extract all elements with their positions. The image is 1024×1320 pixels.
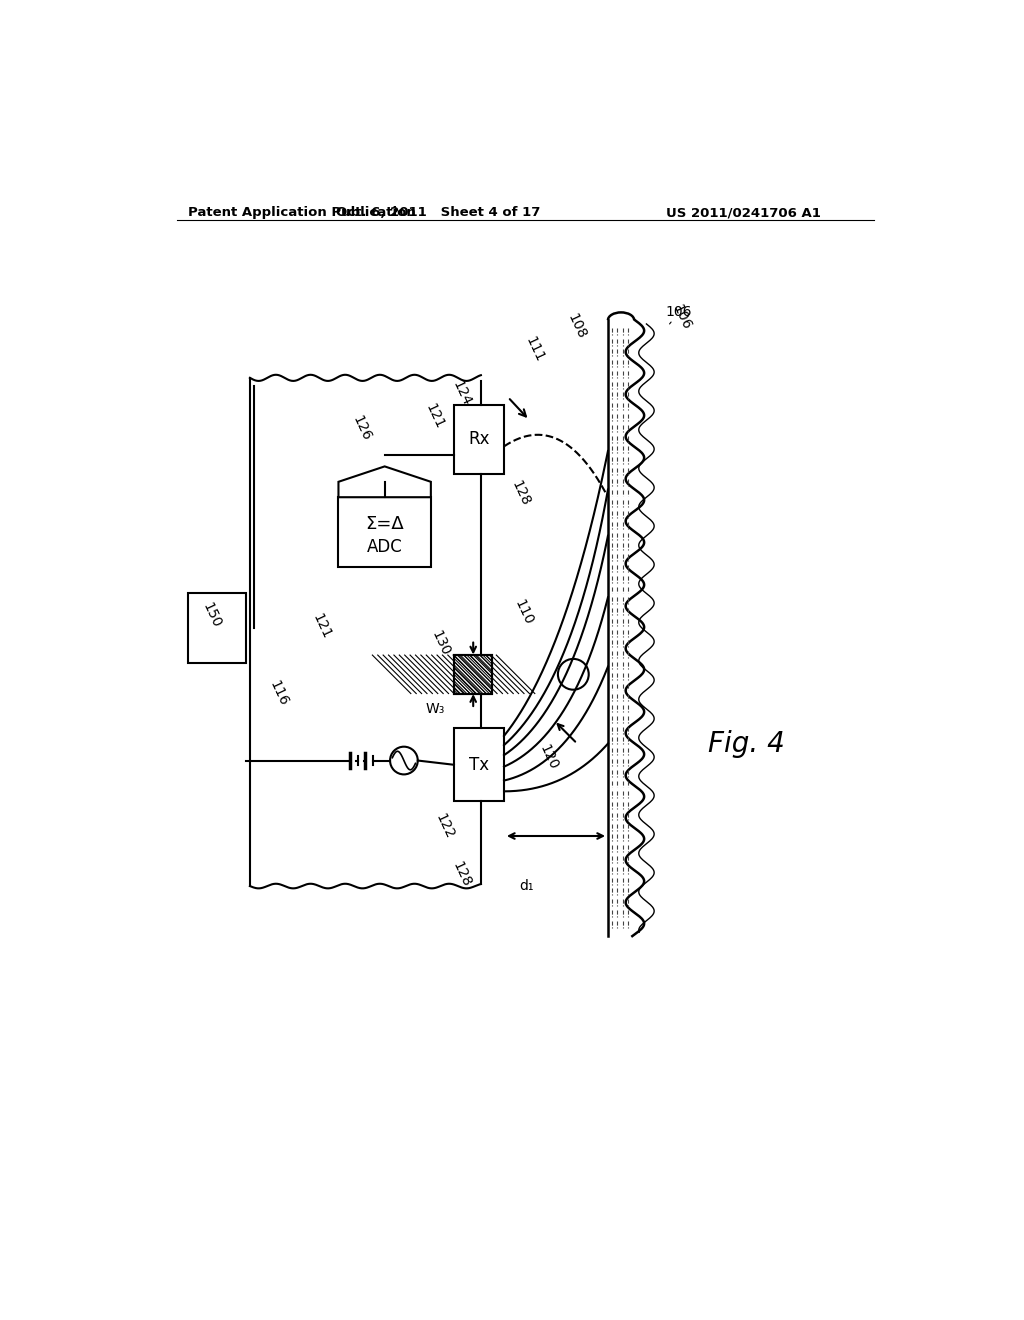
Text: 106: 106: [670, 302, 694, 333]
Bar: [188, 594, 246, 663]
Text: Oct. 6, 2011   Sheet 4 of 17: Oct. 6, 2011 Sheet 4 of 17: [336, 206, 541, 219]
Text: 106: 106: [666, 305, 692, 323]
Text: Rx: Rx: [468, 430, 489, 449]
Text: 111: 111: [523, 334, 547, 364]
Text: 128: 128: [509, 478, 532, 508]
Text: 110: 110: [511, 598, 536, 628]
Text: 150: 150: [200, 601, 223, 630]
Text: Fig. 4: Fig. 4: [709, 730, 785, 758]
Polygon shape: [339, 466, 431, 498]
Bar: [454, 405, 504, 474]
Bar: [454, 655, 493, 693]
Text: 121: 121: [309, 611, 334, 642]
Text: 130: 130: [429, 628, 453, 659]
Text: d₁: d₁: [519, 879, 534, 894]
Text: 126: 126: [349, 413, 374, 444]
Text: Tx: Tx: [469, 756, 489, 774]
Bar: [454, 729, 504, 801]
Text: 121: 121: [423, 401, 446, 432]
Text: 120: 120: [537, 743, 560, 772]
Text: US 2011/0241706 A1: US 2011/0241706 A1: [666, 206, 820, 219]
Text: Patent Application Publication: Patent Application Publication: [188, 206, 416, 219]
Text: 122: 122: [433, 812, 457, 842]
Text: ADC: ADC: [367, 539, 402, 556]
Bar: [454, 655, 493, 693]
Bar: [339, 498, 431, 566]
Text: Σ=Δ: Σ=Δ: [366, 515, 404, 533]
Text: 116: 116: [266, 678, 291, 709]
Text: 128: 128: [450, 859, 474, 890]
Text: 124: 124: [450, 379, 473, 408]
Text: 108: 108: [565, 312, 589, 342]
Circle shape: [390, 747, 418, 775]
Circle shape: [558, 659, 589, 689]
Text: W₃: W₃: [425, 702, 444, 715]
